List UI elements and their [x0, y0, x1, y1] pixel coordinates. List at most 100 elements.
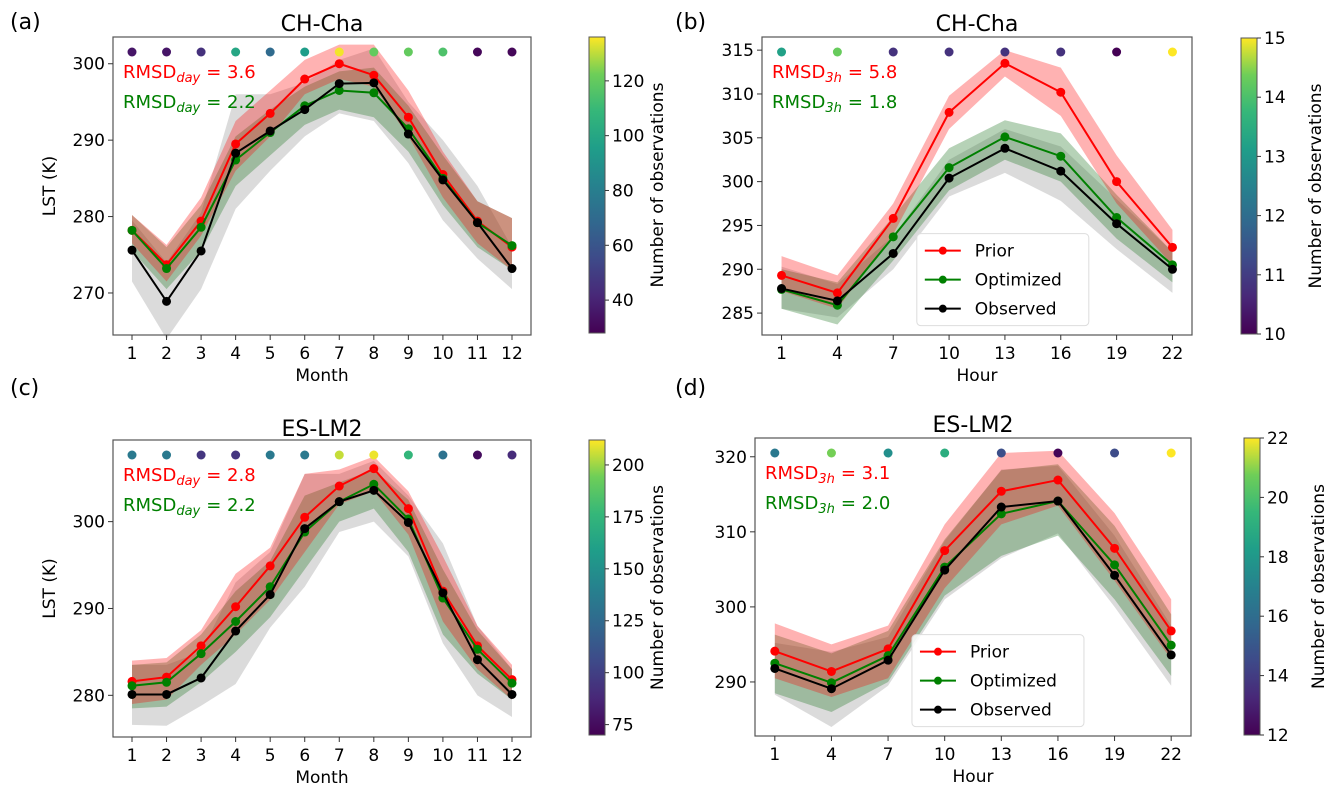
legend-marker-optimized — [933, 676, 942, 685]
obs-count-dot — [265, 47, 275, 57]
obs-count-dot — [438, 47, 448, 57]
data-point-observed — [300, 105, 310, 115]
y-tick-label: 300 — [722, 173, 754, 193]
data-point-observed — [996, 502, 1006, 512]
data-point-optimized — [231, 617, 241, 626]
series-line-prior — [781, 62, 1174, 295]
y-tick-label: 290 — [73, 599, 105, 619]
x-tick-label: 7 — [883, 745, 894, 765]
x-tick-label: 10 — [934, 745, 956, 765]
x-tick-label: 4 — [230, 746, 241, 766]
colorbar-tick-label: 100 — [612, 127, 644, 147]
x-tick-label: 12 — [501, 344, 523, 364]
data-point-observed — [369, 78, 379, 88]
obs-count-dot — [231, 47, 241, 57]
data-point-observed — [1000, 143, 1010, 153]
obs-count-dot — [1166, 448, 1176, 458]
colorbar-tick-label: 22 — [1267, 429, 1289, 449]
obs-count-dot — [438, 450, 448, 460]
data-point-observed — [883, 655, 893, 665]
y-tick-label: 270 — [73, 284, 105, 304]
data-point-optimized — [472, 644, 482, 654]
data-point-prior — [888, 213, 898, 223]
data-point-prior — [334, 481, 344, 491]
data-point-prior — [231, 602, 241, 612]
legend-box — [911, 634, 1085, 728]
data-point-prior — [826, 666, 836, 676]
x-tick-label: 10 — [938, 344, 960, 364]
rmsd-annotation: RMSDday = 3.6 — [123, 62, 256, 86]
rmsd-label: RMSD — [123, 62, 176, 83]
rmsd-value: = 5.8 — [848, 62, 897, 83]
rmsd-subscript: 3h — [818, 502, 835, 517]
data-point-prior — [231, 139, 241, 149]
series-line-observed — [131, 81, 513, 304]
data-point-observed — [438, 588, 448, 598]
colorbar-tick-label: 18 — [1267, 548, 1289, 568]
panel-label-b: (b) — [675, 10, 706, 35]
y-tick-label: 305 — [722, 129, 754, 149]
x-tick-label: 16 — [1047, 745, 1069, 765]
legend-marker-optimized — [938, 275, 947, 284]
data-point-optimized — [1056, 151, 1066, 161]
rmsd-value: = 3.1 — [841, 463, 890, 484]
data-point-observed — [888, 248, 898, 258]
x-tick-label: 10 — [432, 746, 454, 766]
obs-count-dot — [1110, 448, 1120, 458]
colorbar — [588, 439, 606, 736]
data-point-optimized — [162, 264, 172, 274]
x-tick-label: 11 — [467, 344, 489, 364]
colorbar-label: Number of observations — [1309, 484, 1327, 689]
rmsd-subscript: day — [176, 101, 200, 116]
rmsd-value: = 2.2 — [206, 92, 255, 113]
x-tick-label: 16 — [1050, 344, 1072, 364]
data-point-observed — [1166, 650, 1176, 660]
axes-frame — [754, 437, 1192, 737]
legend-label-optimized: Optimized — [975, 271, 1062, 291]
colorbar-tick-label: 15 — [1264, 29, 1286, 49]
data-point-prior — [300, 512, 310, 522]
obs-count-dot — [162, 450, 172, 460]
data-point-prior — [940, 546, 950, 556]
data-point-prior — [300, 74, 310, 84]
rmsd-subscript: 3h — [818, 472, 835, 487]
obs-count-dot — [300, 450, 310, 460]
data-point-observed — [127, 689, 137, 699]
obs-count-dot — [1056, 47, 1066, 57]
obs-count-dot — [1053, 448, 1063, 458]
panel-label-a: (a) — [10, 10, 41, 35]
obs-count-dot — [1167, 47, 1177, 57]
data-point-optimized — [507, 241, 517, 251]
obs-count-dot — [888, 47, 898, 57]
rmsd-label: RMSD — [765, 463, 818, 484]
rmsd-value: = 1.8 — [848, 92, 897, 113]
obs-count-dot — [334, 450, 344, 460]
obs-count-dot — [770, 448, 780, 458]
obs-count-dot — [265, 450, 275, 460]
uncertainty-band-observed — [132, 48, 512, 339]
series-line-optimized — [131, 483, 513, 687]
data-point-prior — [403, 504, 413, 514]
rmsd-subscript: 3h — [825, 71, 842, 86]
colorbar-tick-label: 16 — [1267, 607, 1289, 627]
axes-frame — [761, 36, 1193, 336]
x-tick-label: 8 — [368, 746, 379, 766]
data-point-optimized — [334, 85, 344, 95]
x-tick-label: 11 — [467, 746, 489, 766]
data-point-prior — [369, 464, 379, 474]
legend-box — [916, 233, 1090, 327]
colorbar-tick-label: 80 — [612, 181, 634, 201]
rmsd-annotation: RMSD3h = 2.0 — [765, 493, 890, 517]
x-tick-label: 22 — [1162, 344, 1184, 364]
data-point-observed — [334, 79, 344, 89]
data-point-prior — [1166, 626, 1176, 636]
uncertainty-band-optimized — [774, 464, 1172, 712]
x-tick-label: 9 — [403, 344, 414, 364]
data-point-observed — [1053, 496, 1063, 506]
x-tick-label: 8 — [368, 344, 379, 364]
obs-count-dot — [996, 448, 1006, 458]
series-line-prior — [131, 62, 513, 267]
y-tick-label: 310 — [722, 85, 754, 105]
y-tick-label: 310 — [715, 523, 747, 543]
